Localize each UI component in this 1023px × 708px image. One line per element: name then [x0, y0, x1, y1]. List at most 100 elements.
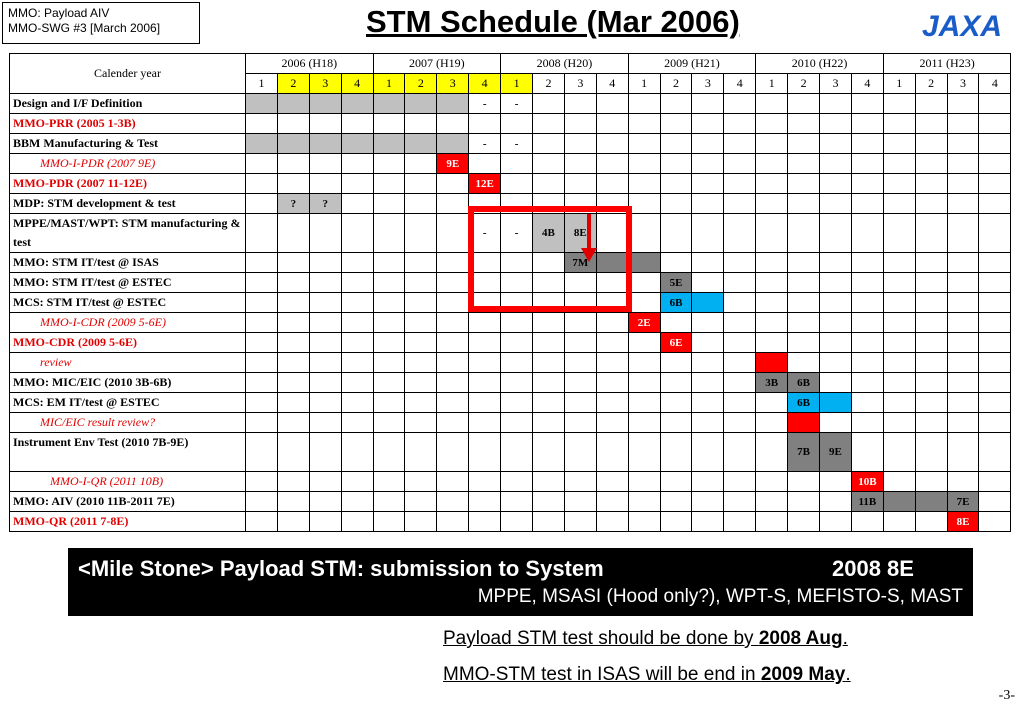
- empty-cell: [755, 511, 789, 532]
- empty-cell: [946, 372, 980, 393]
- schedule-cell: [340, 133, 374, 154]
- empty-cell: [850, 133, 884, 154]
- empty-cell: [308, 352, 342, 373]
- empty-cell: [882, 432, 916, 472]
- year-header-row: Calender year 2006 (H18) 2007 (H19) 2008 (H…: [9, 53, 1012, 94]
- empty-cell: [723, 292, 757, 313]
- empty-cell: [882, 412, 916, 433]
- empty-cell: [595, 352, 629, 373]
- quarter-header: 3: [563, 73, 597, 94]
- empty-cell: [595, 511, 629, 532]
- empty-cell: [404, 292, 438, 313]
- empty-cell: [595, 113, 629, 134]
- empty-cell: [882, 213, 916, 253]
- empty-cell: [340, 173, 374, 194]
- empty-cell: [787, 272, 821, 293]
- empty-cell: [882, 332, 916, 353]
- empty-cell: [404, 213, 438, 253]
- empty-cell: [850, 372, 884, 393]
- empty-cell: [914, 153, 948, 174]
- empty-cell: [372, 312, 406, 333]
- empty-cell: [532, 412, 565, 433]
- empty-cell: [372, 412, 406, 433]
- empty-cell: [245, 511, 278, 532]
- empty-cell: [340, 113, 374, 134]
- empty-cell: [946, 471, 980, 492]
- table-row: MCS: STM IT/test @ ESTEC 6B: [9, 292, 1012, 313]
- empty-cell: [245, 153, 278, 174]
- empty-cell: [914, 332, 948, 353]
- empty-cell: [436, 352, 470, 373]
- quarter-header: 2: [914, 73, 948, 94]
- empty-cell: [755, 193, 789, 214]
- schedule-cell: [404, 93, 438, 114]
- empty-cell: [787, 312, 821, 333]
- empty-cell: [691, 252, 725, 273]
- note-1-text: Payload STM test should be done by: [443, 628, 759, 649]
- row-label: MMO: STM IT/test @ ISAS: [9, 252, 246, 273]
- empty-cell: [500, 312, 534, 333]
- empty-cell: [563, 432, 597, 472]
- empty-cell: [627, 193, 661, 214]
- empty-cell: [819, 372, 852, 393]
- note-2-text: MMO-STM test in ISAS will be end in: [443, 664, 761, 685]
- empty-cell: [946, 352, 980, 373]
- empty-cell: [404, 412, 438, 433]
- empty-cell: [500, 491, 534, 512]
- empty-cell: [468, 471, 502, 492]
- empty-cell: [787, 93, 821, 114]
- empty-cell: [340, 412, 374, 433]
- empty-cell: [404, 491, 438, 512]
- empty-cell: [946, 113, 980, 134]
- empty-cell: [850, 93, 884, 114]
- empty-cell: [723, 153, 757, 174]
- empty-cell: [595, 392, 629, 413]
- empty-cell: [978, 412, 1012, 433]
- schedule-cell: [340, 93, 374, 114]
- empty-cell: [276, 412, 310, 433]
- empty-cell: [723, 213, 757, 253]
- empty-cell: [755, 213, 789, 253]
- empty-cell: [723, 471, 757, 492]
- empty-cell: [691, 133, 725, 154]
- empty-cell: [755, 432, 789, 472]
- empty-cell: [468, 332, 502, 353]
- empty-cell: [595, 432, 629, 472]
- empty-cell: [372, 491, 406, 512]
- empty-cell: [500, 471, 534, 492]
- year-header: 2010 (H22): [755, 53, 884, 74]
- empty-cell: [563, 133, 597, 154]
- empty-cell: [946, 332, 980, 353]
- empty-cell: [340, 292, 374, 313]
- empty-cell: [627, 471, 661, 492]
- empty-cell: [436, 173, 470, 194]
- empty-cell: [755, 491, 789, 512]
- empty-cell: [308, 471, 342, 492]
- empty-cell: [787, 173, 821, 194]
- empty-cell: [595, 93, 629, 114]
- quarter-header: 1: [882, 73, 916, 94]
- empty-cell: [914, 133, 948, 154]
- arrow-down-icon: [581, 214, 597, 262]
- empty-cell: [659, 511, 693, 532]
- empty-cell: [468, 113, 502, 134]
- schedule-cell: 6B: [659, 292, 693, 313]
- empty-cell: [882, 312, 916, 333]
- table-row: MMO-CDR (2009 5-6E) 6E: [9, 332, 1012, 353]
- empty-cell: [340, 312, 374, 333]
- row-label: MMO-I-QR (2011 10B): [9, 471, 246, 492]
- empty-cell: [276, 352, 310, 373]
- empty-cell: [308, 392, 342, 413]
- quarter-header: 4: [978, 73, 1012, 94]
- empty-cell: [532, 332, 565, 353]
- empty-cell: [468, 432, 502, 472]
- empty-cell: [627, 412, 661, 433]
- empty-cell: [563, 312, 597, 333]
- empty-cell: [372, 392, 406, 413]
- schedule-cell: 9E: [436, 153, 470, 174]
- empty-cell: [914, 272, 948, 293]
- empty-cell: [946, 272, 980, 293]
- quarter-header: 1: [627, 73, 661, 94]
- milestone-title: <Mile Stone> Payload STM: submission to …: [78, 556, 604, 581]
- empty-cell: [850, 352, 884, 373]
